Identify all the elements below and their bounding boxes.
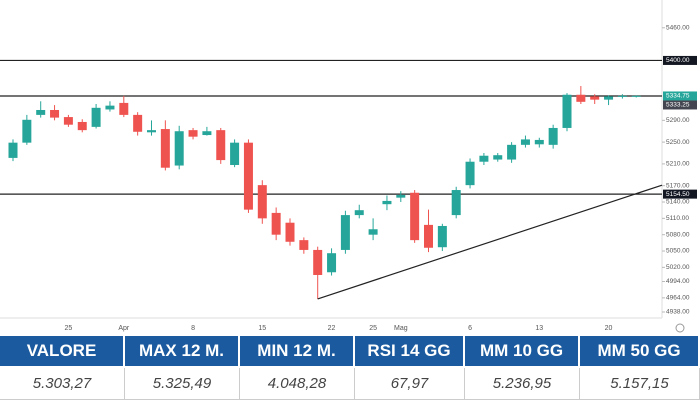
candle-body: [493, 155, 503, 160]
price-tag: [663, 189, 697, 199]
candle-body: [50, 109, 60, 118]
y-tick-label: 5460.00: [666, 24, 690, 31]
settings-icon[interactable]: [675, 323, 685, 333]
candle-body: [105, 105, 115, 110]
price-tag: [663, 100, 697, 110]
candle-body: [437, 225, 447, 248]
y-tick-label: 4964.00: [666, 295, 690, 302]
x-tick-label: 15: [258, 325, 266, 332]
candle-body: [368, 229, 378, 235]
price-tag: [663, 55, 697, 65]
y-tick-label: 5210.00: [666, 161, 690, 168]
candle-body: [631, 95, 641, 97]
table-value: 5.303,27: [0, 368, 125, 400]
candle-body: [548, 127, 558, 145]
price-tag-label: 5154.50: [666, 191, 690, 198]
y-tick-label: 5290.00: [666, 117, 690, 124]
candle-body: [230, 142, 240, 165]
chart: 5460.00 5290.00 5250.00 5210.00 5170.00 5140.…: [0, 0, 697, 333]
x-tick-label: 22: [328, 325, 336, 332]
candle-body: [617, 95, 627, 97]
candle-body: [91, 107, 101, 127]
candle-body: [77, 121, 87, 131]
table-value: 5.157,15: [580, 368, 700, 400]
y-tick-label: 5110.00: [666, 215, 689, 222]
candle-body: [576, 94, 586, 102]
y-tick-label: 4938.00: [666, 309, 690, 316]
candle-body: [534, 139, 544, 145]
candle-body: [119, 102, 129, 115]
candle-body: [604, 96, 614, 100]
table-header: RSI 14 GG: [355, 336, 465, 366]
candle-body: [202, 131, 212, 136]
candle-body: [451, 190, 461, 216]
price-tag: [663, 91, 697, 101]
table-header: MAX 12 M.: [125, 336, 240, 366]
candle-body: [147, 130, 156, 133]
candle-body: [520, 139, 530, 145]
price-tag-label: 5333.25: [666, 102, 690, 109]
y-tick-label: 5020.00: [666, 264, 690, 271]
y-tick-label: 5050.00: [666, 248, 690, 255]
candle-body: [410, 192, 420, 241]
price-tag-label: 5400.00: [666, 57, 690, 64]
candle-body: [313, 249, 323, 275]
x-tick-label: 6: [468, 325, 472, 332]
candle-body: [22, 119, 32, 143]
y-tick-label: 4994.00: [666, 278, 690, 285]
candle-body: [396, 194, 406, 198]
stats-table: VALORE MAX 12 M. MIN 12 M. RSI 14 GG MM 10 G…: [0, 336, 700, 400]
x-tick-label: Apr: [118, 325, 130, 332]
candle-body: [507, 144, 517, 160]
candle-body: [465, 161, 475, 186]
trendline: [317, 184, 663, 300]
y-tick-label: 5170.00: [666, 182, 690, 189]
candle-body: [63, 117, 73, 125]
candle-body: [216, 130, 226, 161]
x-tick-label: Mag: [394, 325, 408, 332]
candle-body: [479, 155, 489, 162]
candle-body: [285, 222, 295, 242]
candle-body: [354, 210, 364, 216]
candle-body: [590, 96, 600, 100]
table-value: 4.048,28: [240, 368, 355, 400]
table-value: 67,97: [355, 368, 465, 400]
table-header: MM 50 GG: [580, 336, 700, 366]
y-tick-label: 5140.00: [666, 199, 690, 206]
table-header: MM 10 GG: [465, 336, 580, 366]
candle-body: [243, 142, 253, 210]
table-header: MIN 12 M.: [240, 336, 355, 366]
candle-body: [424, 224, 433, 248]
x-tick-label: 13: [535, 325, 543, 332]
x-tick-label: 25: [369, 325, 377, 332]
candle-body: [188, 130, 198, 137]
price-tag-label: 5334.75: [666, 93, 690, 100]
y-tick-label: 5250.00: [666, 139, 690, 146]
candle-body: [562, 94, 572, 128]
x-tick-label: 25: [65, 325, 73, 332]
candle-body: [133, 114, 143, 132]
candle-body: [327, 253, 337, 273]
y-tick-label: 5080.00: [666, 231, 690, 238]
table-value: 5.325,49: [125, 368, 240, 400]
candle-body: [8, 142, 18, 158]
x-tick-label: 20: [605, 325, 613, 332]
x-tick-label: 8: [191, 325, 195, 332]
candle-body: [174, 131, 184, 166]
table-header: VALORE: [0, 336, 125, 366]
candle-body: [382, 200, 392, 205]
candle-body: [160, 129, 170, 168]
candle-body: [36, 109, 46, 115]
candle-body: [340, 215, 350, 250]
candle-body: [299, 240, 309, 250]
table-value: 5.236,95: [465, 368, 580, 400]
candle-body: [271, 212, 281, 235]
candle-body: [257, 185, 267, 219]
